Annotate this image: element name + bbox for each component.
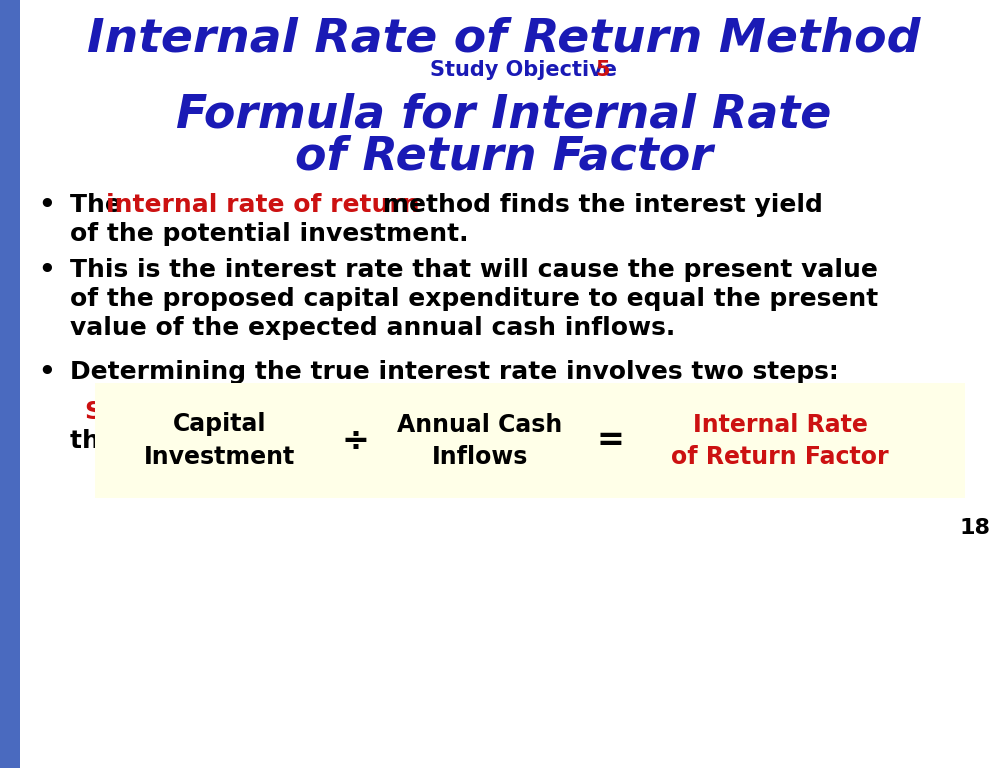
Text: ÷: ÷ [341, 424, 369, 457]
Text: internal rate of return: internal rate of return [106, 193, 419, 217]
Text: this formula:: this formula: [70, 429, 252, 453]
Text: Investment: Investment [144, 445, 295, 468]
Text: =: = [596, 424, 624, 457]
Text: value of the expected annual cash inflows.: value of the expected annual cash inflow… [70, 316, 675, 340]
Text: Compute the internal rate of return factor using: Compute the internal rate of return fact… [182, 400, 866, 424]
Text: Formula for Internal Rate: Formula for Internal Rate [176, 93, 832, 138]
Text: •: • [38, 193, 54, 219]
Text: •: • [38, 360, 54, 386]
Text: The: The [70, 193, 131, 217]
Text: STEP 1.: STEP 1. [85, 400, 191, 424]
Text: •: • [38, 258, 54, 284]
Text: of Return Factor: of Return Factor [671, 445, 889, 468]
Text: Study Objective: Study Objective [430, 60, 624, 80]
Text: Internal Rate: Internal Rate [692, 412, 868, 436]
Text: Determining the true interest rate involves two steps:: Determining the true interest rate invol… [70, 360, 839, 384]
Text: 18: 18 [959, 518, 990, 538]
Text: of the proposed capital expenditure to equal the present: of the proposed capital expenditure to e… [70, 287, 878, 311]
Text: Internal Rate of Return Method: Internal Rate of Return Method [88, 16, 920, 61]
Text: of Return Factor: of Return Factor [295, 135, 713, 180]
Text: Annual Cash: Annual Cash [397, 412, 562, 436]
Text: 5: 5 [595, 60, 610, 80]
Text: method finds the interest yield: method finds the interest yield [374, 193, 823, 217]
Text: This is the interest rate that will cause the present value: This is the interest rate that will caus… [70, 258, 878, 282]
Text: of the potential investment.: of the potential investment. [70, 222, 469, 246]
Bar [0, 0, 20, 768]
Text: Inflows: Inflows [431, 445, 528, 468]
Bar [95, 383, 965, 498]
Text: Capital: Capital [173, 412, 267, 436]
